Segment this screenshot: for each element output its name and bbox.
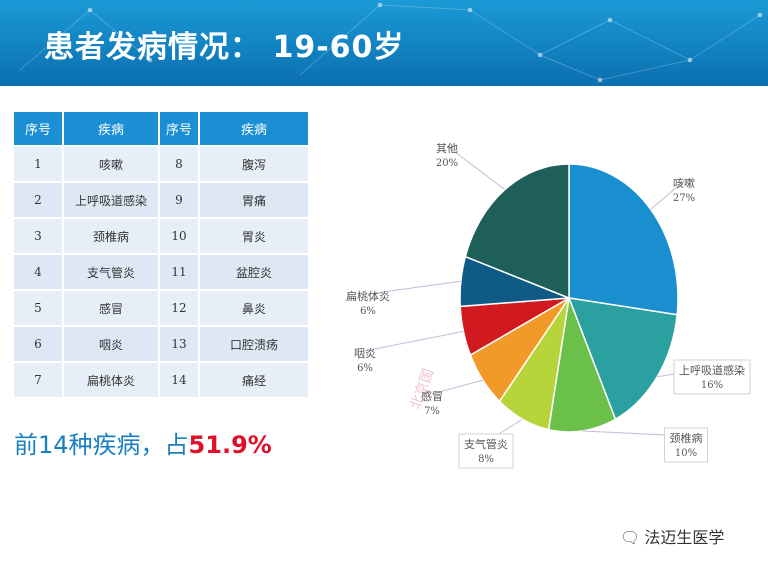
table-row: 7 扁桃体炎 14 痛经	[12, 361, 310, 399]
slice-label: 支气管炎	[464, 437, 508, 451]
table-cell: 扁桃体炎	[62, 361, 160, 399]
leader-line	[446, 145, 506, 190]
table-cell: 2	[12, 181, 64, 219]
table-cell: 胃炎	[198, 217, 310, 255]
summary-percent: 51.9%	[188, 431, 272, 459]
column-header: 序号	[158, 110, 200, 147]
wechat-watermark: 🗨 法迈生医学	[620, 524, 724, 548]
slice-label: 扁桃体炎	[346, 289, 390, 303]
label-box	[664, 427, 708, 463]
slice-label: 感冒	[421, 390, 443, 403]
slice-percent-label: 7%	[424, 406, 440, 417]
leader-line	[364, 330, 464, 352]
table-row: 3 颈椎病 10 胃炎	[12, 217, 310, 255]
column-header: 序号	[12, 110, 64, 147]
table-cell: 14	[158, 361, 200, 399]
table-row: 1 咳嗽 8 腹泻	[12, 145, 310, 183]
table-cell: 鼻炎	[198, 289, 310, 327]
header-banner: 患者发病情况： 19-60岁	[0, 0, 768, 86]
table-cell: 感冒	[62, 289, 160, 327]
wechat-icon: 🗨	[620, 528, 641, 547]
slice-percent-label: 16%	[701, 380, 723, 391]
pie-slice	[464, 163, 570, 300]
leader-line	[650, 180, 685, 210]
slice-percent-label: 27%	[673, 193, 695, 204]
table-cell: 盆腔炎	[198, 253, 310, 291]
slice-label: 咳嗽	[673, 176, 695, 190]
label-box	[458, 433, 514, 469]
table-cell: 8	[158, 145, 200, 183]
slice-percent-label: 6%	[360, 306, 376, 317]
disease-table: 序号 疾病 序号 疾病 1 咳嗽 8 腹泻 2 上呼吸道感染 9 胃痛 3 颈椎…	[12, 110, 310, 399]
table-row: 4 支气管炎 11 盆腔炎	[12, 253, 310, 291]
table-cell: 腹泻	[198, 145, 310, 183]
table-cell: 13	[158, 325, 200, 363]
slice-percent-label: 8%	[478, 454, 494, 465]
table-cell: 7	[12, 361, 64, 399]
label-box	[673, 359, 751, 395]
table-cell: 咳嗽	[62, 145, 160, 183]
table-cell: 上呼吸道感染	[62, 181, 160, 219]
slice-percent-label: 20%	[436, 158, 458, 169]
table-cell: 11	[158, 253, 200, 291]
table-cell: 1	[12, 145, 64, 183]
slice-label: 其他	[436, 142, 458, 155]
slice-percent-label: 6%	[357, 363, 373, 374]
slice-label: 上呼吸道感染	[679, 363, 745, 377]
slice-percent-label: 10%	[675, 448, 697, 459]
table-cell: 9	[158, 181, 200, 219]
table-row: 6 咽炎 13 口腔溃疡	[12, 325, 310, 363]
table-row: 5 感冒 12 鼻炎	[12, 289, 310, 327]
page-title: 患者发病情况： 19-60岁	[44, 30, 405, 65]
column-header: 疾病	[62, 110, 160, 147]
table-cell: 6	[12, 325, 64, 363]
pie-slice	[568, 163, 679, 316]
table-cell: 胃痛	[198, 181, 310, 219]
watermark-text: 法迈生医学	[644, 528, 725, 547]
summary-prefix: 前14种疾病，占	[14, 431, 189, 459]
table-cell: 咽炎	[62, 325, 160, 363]
slice-label: 颈椎病	[670, 431, 703, 445]
leader-line	[431, 379, 484, 395]
pie-slice	[547, 295, 617, 433]
table-cell: 5	[12, 289, 64, 327]
table-cell: 口腔溃疡	[198, 325, 310, 363]
leader-line	[367, 280, 461, 295]
table-row: 2 上呼吸道感染 9 胃痛	[12, 181, 310, 219]
summary-text: 前14种疾病，占51.9%	[14, 425, 272, 460]
slice-label: 咽炎	[354, 347, 376, 360]
table-cell: 4	[12, 253, 64, 291]
table-cell: 3	[12, 217, 64, 255]
table-cell: 痛经	[198, 361, 310, 399]
table-cell: 12	[158, 289, 200, 327]
table-cell: 支气管炎	[62, 253, 160, 291]
column-header: 疾病	[198, 110, 310, 147]
network-pattern	[19, 2, 763, 83]
table-header-row: 序号 疾病 序号 疾病	[12, 110, 310, 147]
table-cell: 颈椎病	[62, 217, 160, 255]
table-cell: 10	[158, 217, 200, 255]
